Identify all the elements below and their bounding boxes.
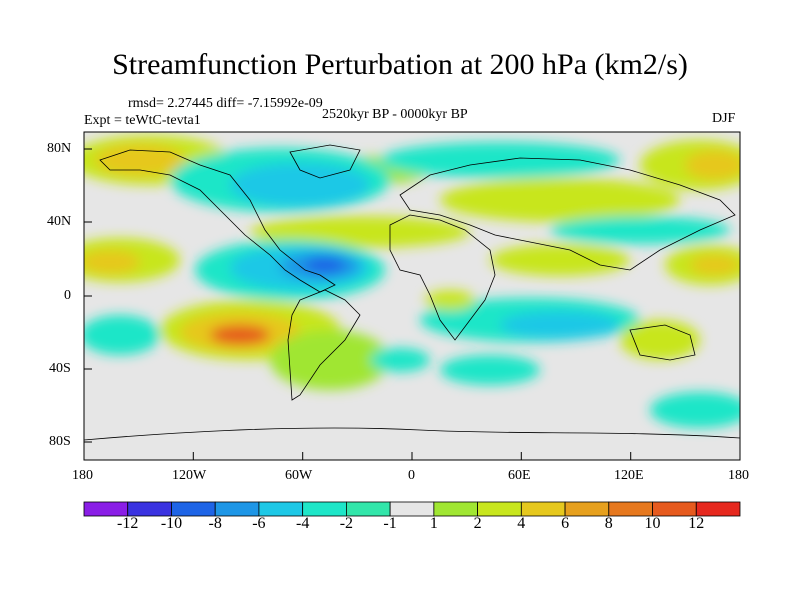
colorbar-swatch	[302, 501, 347, 517]
colorbar-label: 10	[644, 515, 661, 532]
season-text: DJF	[712, 111, 736, 126]
lon-label-60e: 60E	[508, 468, 531, 483]
lon-label-60w: 60W	[285, 468, 313, 483]
colorbar-swatch	[477, 501, 522, 517]
experiment-text: Expt = teWtC-tevta1	[84, 113, 201, 128]
lat-label-0: 0	[64, 288, 71, 303]
lon-label-180w: 180	[72, 468, 93, 483]
colorbar-swatch	[695, 501, 741, 517]
colorbar-label: -4	[296, 515, 310, 532]
lon-label-180e: 180	[728, 468, 749, 483]
colorbar-label: 1	[429, 515, 438, 532]
colorbar-swatch	[171, 501, 216, 517]
colorbar-label: -1	[383, 515, 397, 532]
lon-label-0: 0	[408, 468, 415, 483]
colorbar-label: 8	[604, 515, 613, 532]
colorbar-label: 6	[561, 515, 570, 532]
lon-label-120w: 120W	[172, 468, 207, 483]
colorbar-swatch	[564, 501, 610, 517]
colorbar-swatch	[83, 501, 129, 517]
coastlines	[84, 144, 740, 441]
lat-label-80n: 80N	[47, 141, 72, 156]
colorbar-swatch	[433, 501, 478, 517]
colorbar-swatch	[652, 501, 697, 517]
period-text: 2520kyr BP - 0000kyr BP	[322, 107, 468, 122]
colorbar-swatch	[520, 501, 566, 517]
stats-text: rmsd= 2.27445 diff= -7.15992e-09	[128, 96, 323, 111]
lon-label-120e: 120E	[614, 468, 644, 483]
colorbar-label: -2	[339, 515, 354, 532]
colorbar-swatch	[258, 501, 304, 517]
colorbar-label: -12	[117, 515, 139, 532]
axis-ticks	[83, 148, 741, 460]
colorbar-swatch	[214, 501, 260, 517]
colorbar-label: 4	[517, 515, 526, 532]
colorbar-label: 2	[473, 515, 482, 532]
contour-field	[84, 132, 740, 460]
lat-label-80s: 80S	[49, 434, 71, 449]
colorbar	[83, 501, 741, 517]
colorbar-swatch	[127, 501, 172, 517]
colorbar-swatch	[345, 501, 391, 517]
lat-label-40n: 40N	[47, 214, 72, 229]
colorbar-swatch	[608, 501, 653, 517]
colorbar-label: -8	[208, 515, 222, 532]
lat-label-40s: 40S	[49, 361, 71, 376]
map-title: Streamfunction Perturbation at 200 hPa (…	[112, 48, 688, 81]
colorbar-label: 12	[688, 515, 705, 532]
colorbar-label: -10	[160, 515, 183, 532]
colorbar-label: -6	[252, 515, 266, 532]
colorbar-swatch	[389, 501, 435, 517]
